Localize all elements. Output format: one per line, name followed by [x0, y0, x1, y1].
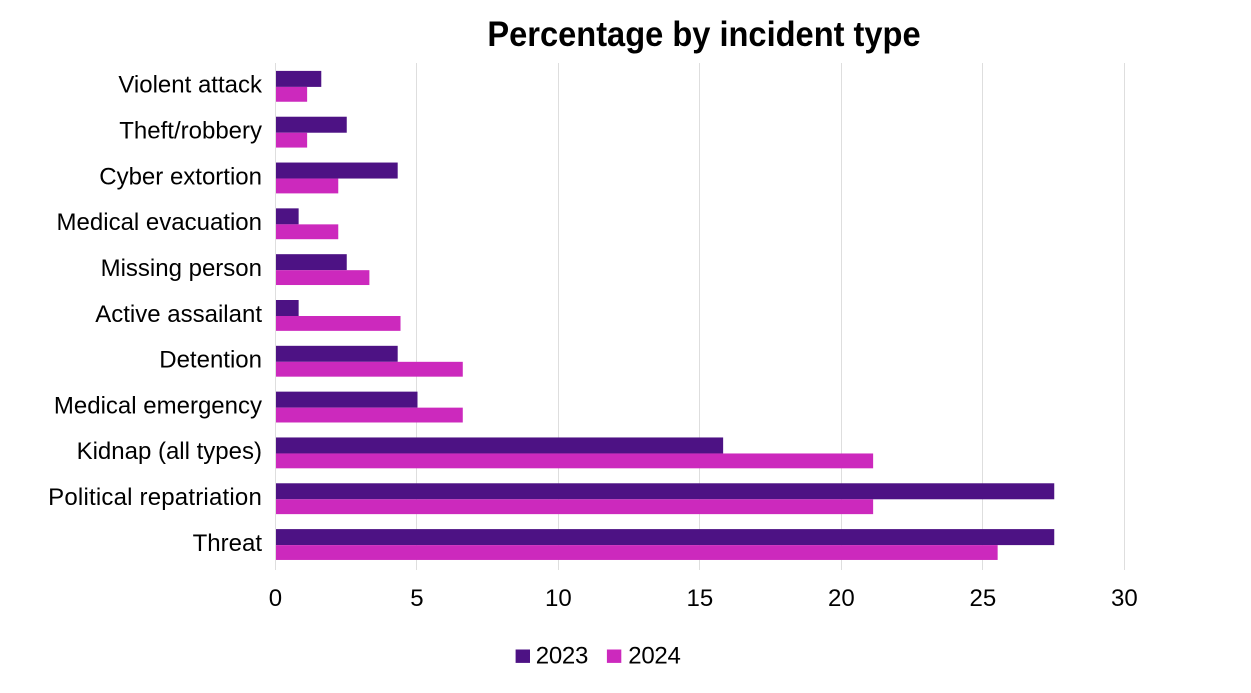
svg-text:5: 5	[410, 585, 423, 612]
svg-text:Threat: Threat	[193, 530, 263, 557]
svg-text:15: 15	[687, 585, 714, 612]
svg-text:Percentage by incident type: Percentage by incident type	[487, 15, 920, 54]
svg-text:Political repatriation: Political repatriation	[48, 484, 262, 511]
svg-text:2024: 2024	[628, 642, 680, 669]
svg-text:Active assailant: Active assailant	[95, 301, 262, 328]
svg-text:30: 30	[1111, 585, 1138, 612]
svg-text:Kidnap (all types): Kidnap (all types)	[77, 438, 262, 465]
svg-text:Medical evacuation: Medical evacuation	[57, 209, 262, 236]
svg-text:25: 25	[970, 585, 997, 612]
svg-text:Detention: Detention	[159, 347, 262, 374]
svg-text:Theft/robbery: Theft/robbery	[119, 117, 262, 144]
svg-text:Medical emergency: Medical emergency	[54, 392, 262, 419]
svg-text:Missing person: Missing person	[101, 255, 262, 282]
svg-text:20: 20	[828, 585, 855, 612]
svg-text:2023: 2023	[536, 642, 588, 669]
svg-text:0: 0	[269, 585, 282, 612]
svg-text:Cyber extortion: Cyber extortion	[99, 163, 262, 190]
svg-text:10: 10	[545, 585, 572, 612]
svg-text:Violent attack: Violent attack	[118, 72, 263, 99]
